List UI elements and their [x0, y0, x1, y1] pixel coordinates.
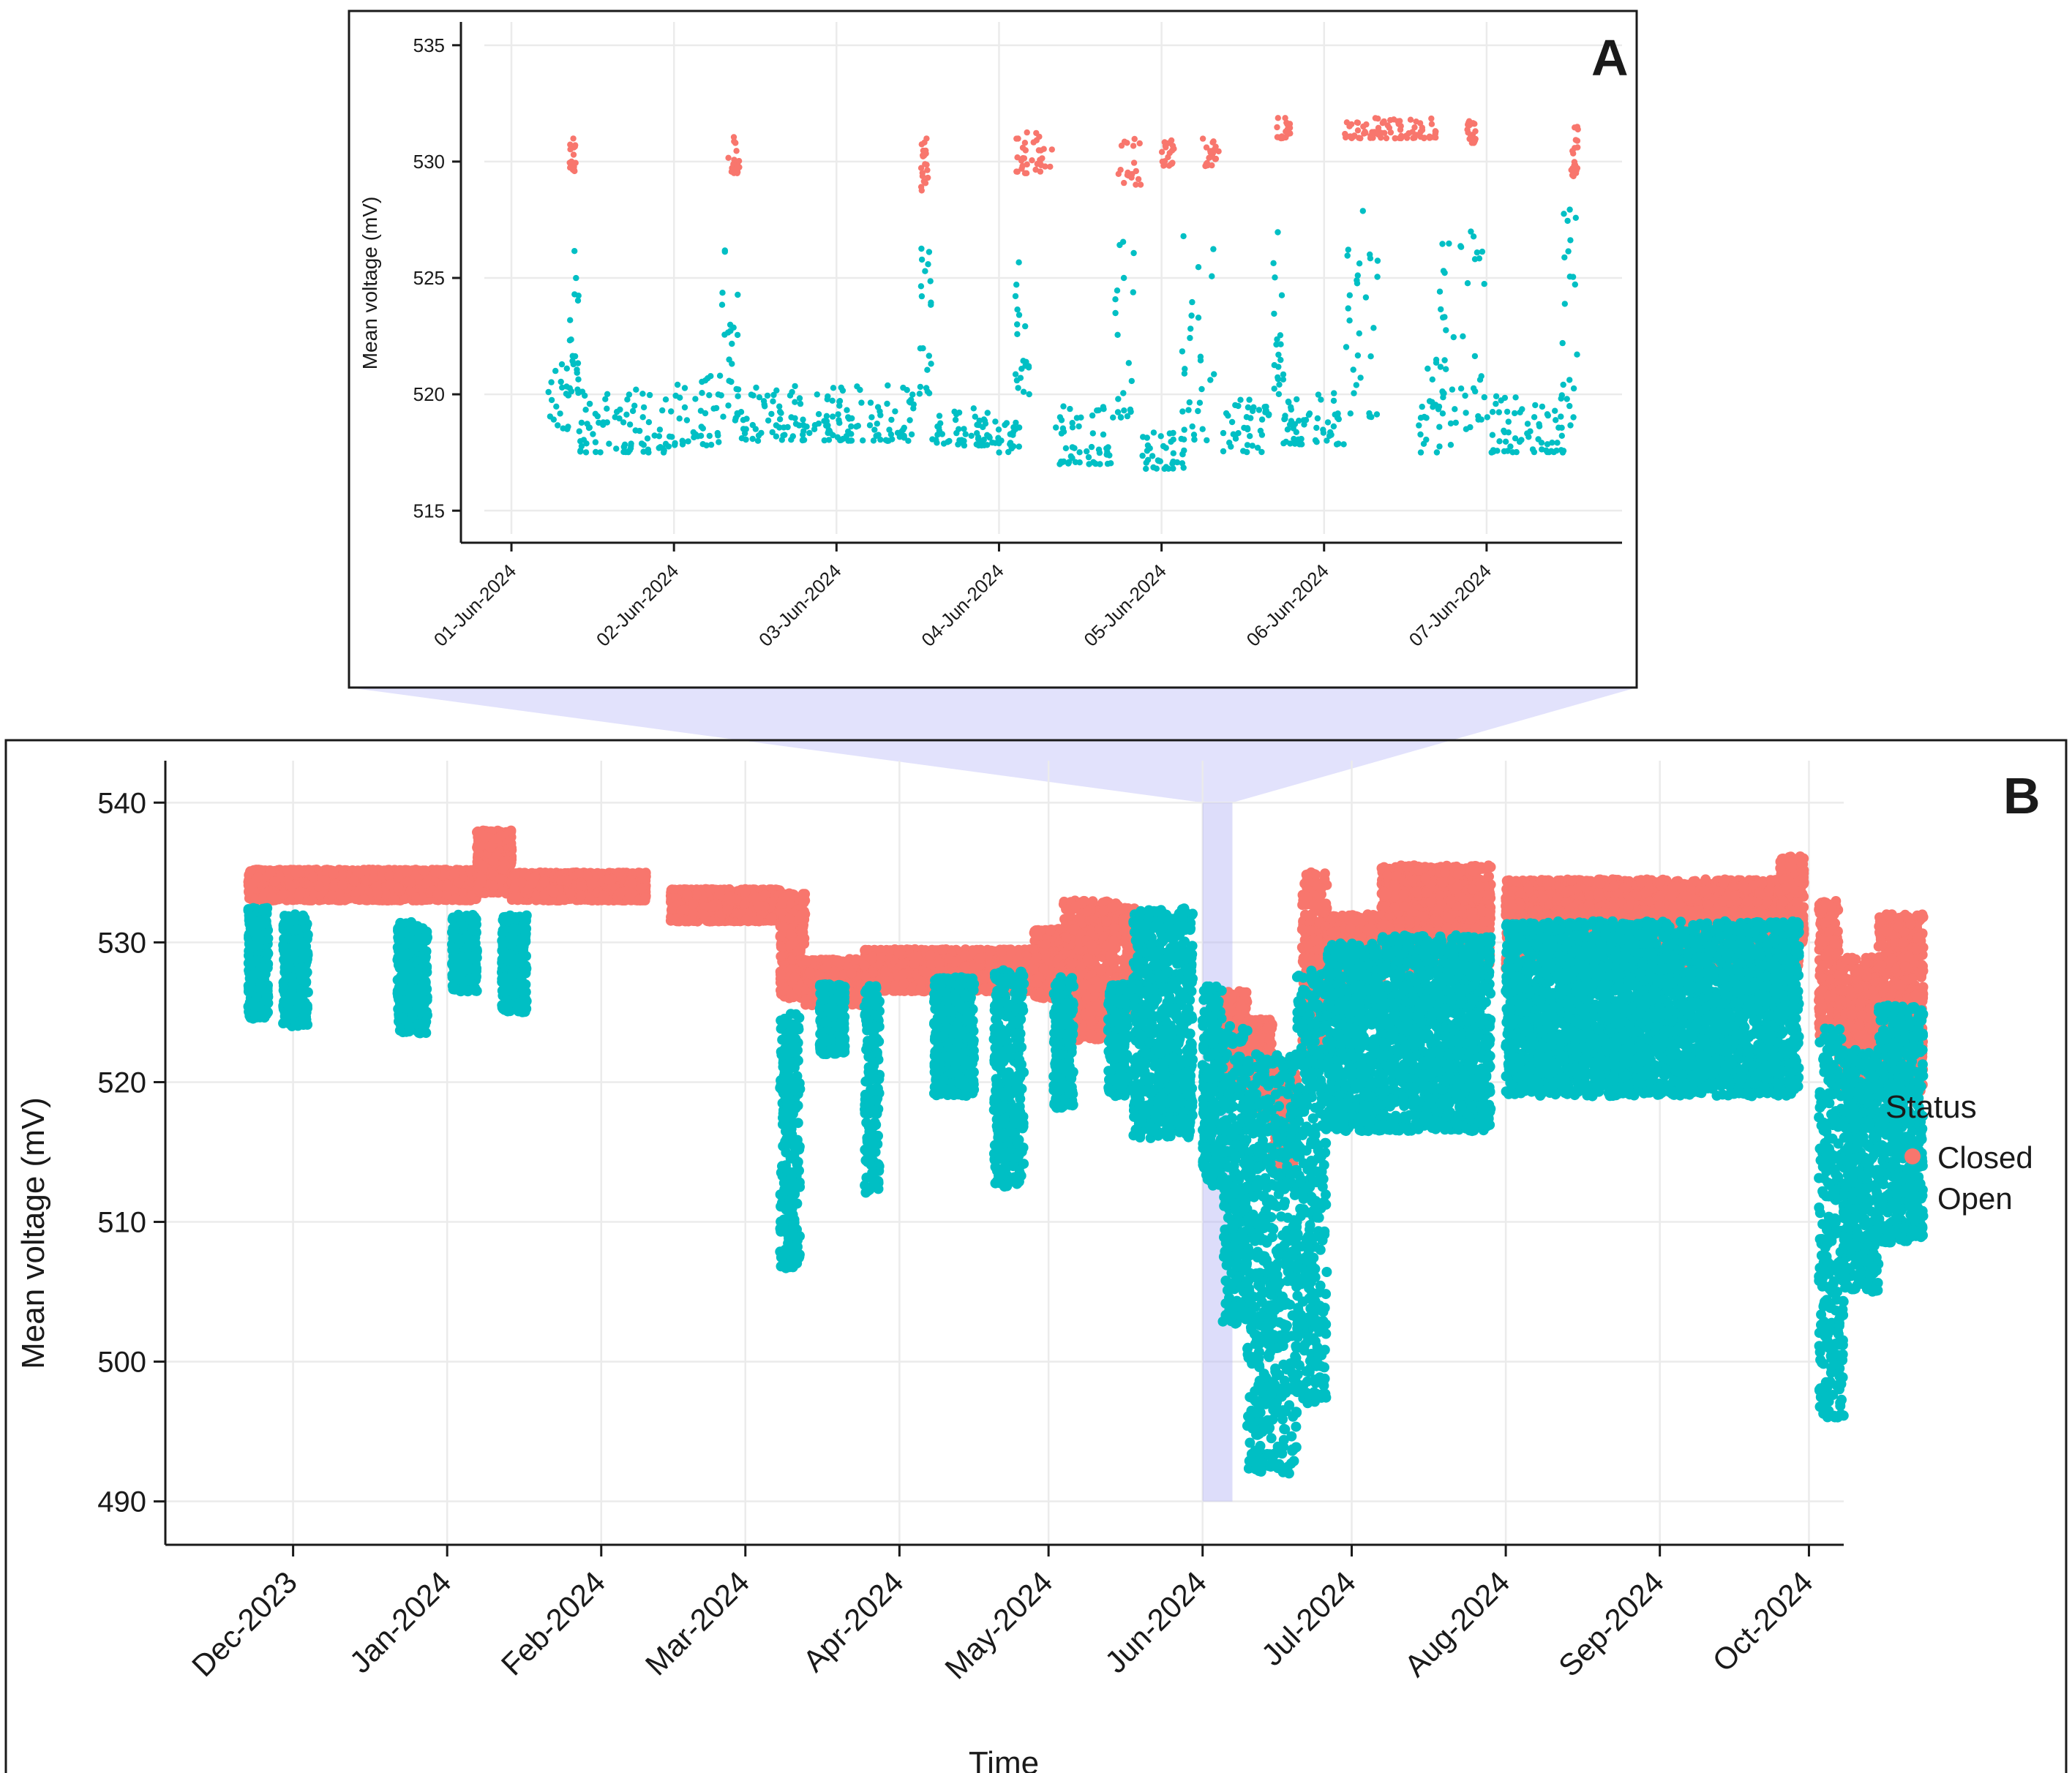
point-closed	[498, 864, 508, 874]
point-closed	[385, 879, 395, 889]
point-closed	[489, 881, 499, 892]
point-closed	[285, 881, 296, 891]
point-closed	[355, 886, 365, 896]
point-closed	[432, 889, 443, 900]
point-closed	[473, 884, 483, 895]
point-closed	[402, 866, 413, 876]
point-closed	[291, 868, 301, 878]
point-closed	[421, 878, 432, 888]
point-closed	[266, 867, 276, 877]
point-closed	[442, 881, 452, 891]
point-closed	[473, 857, 483, 867]
point-closed	[413, 895, 423, 906]
point-closed	[361, 865, 371, 876]
point-closed	[405, 878, 416, 888]
point-closed	[488, 856, 498, 866]
point-closed	[419, 866, 429, 876]
point-closed	[451, 894, 461, 904]
point-closed	[308, 872, 318, 882]
point-closed	[430, 867, 440, 878]
point-closed	[270, 876, 280, 886]
panel-b-points	[244, 826, 1929, 1479]
point-closed	[293, 891, 304, 901]
point-closed	[307, 895, 317, 906]
point-closed	[337, 880, 348, 890]
point-closed	[359, 895, 369, 905]
point-closed	[372, 888, 383, 898]
point-closed	[247, 879, 258, 889]
point-closed	[329, 869, 339, 879]
point-closed	[449, 869, 459, 879]
zoom-connector	[349, 688, 1637, 802]
point-closed	[349, 876, 359, 886]
point-closed	[327, 890, 337, 900]
point-closed	[393, 872, 403, 882]
point-closed	[278, 889, 288, 900]
point-closed	[267, 892, 277, 903]
point-closed	[492, 834, 502, 844]
